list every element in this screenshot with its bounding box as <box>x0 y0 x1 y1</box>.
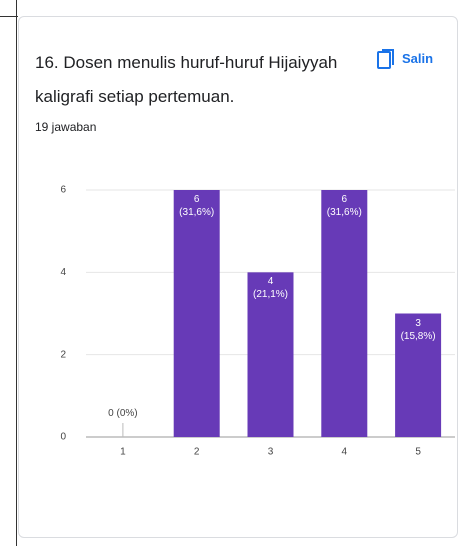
x-tick-label: 5 <box>415 447 421 458</box>
value-label: 0 (0%) <box>108 408 138 419</box>
y-tick-label: 6 <box>60 185 66 196</box>
bar <box>321 190 368 437</box>
value-label: 4 (21,1%) <box>252 276 288 301</box>
bar <box>173 190 220 437</box>
value-label: 3 (15,8%) <box>400 317 436 342</box>
border <box>16 0 17 546</box>
question-title: 16. Dosen menulis huruf-huruf Hijaiyyah … <box>35 53 338 106</box>
y-tick-label: 0 <box>60 432 66 443</box>
response-count: 19 jawaban <box>35 120 97 134</box>
copy-button[interactable]: Salin <box>372 48 452 72</box>
x-tick-label: 3 <box>268 447 274 458</box>
x-tick-label: 2 <box>194 447 200 458</box>
value-label: 6 (31,6%) <box>326 194 362 218</box>
bar <box>247 272 294 437</box>
x-tick-label: 1 <box>120 447 126 458</box>
card <box>18 16 458 538</box>
copy-icon <box>377 49 394 69</box>
copy-label: Salin <box>402 51 434 66</box>
border <box>0 16 18 17</box>
x-tick-label: 4 <box>342 447 348 458</box>
value-label: 6 (31,6%) <box>179 194 215 218</box>
y-tick-label: 2 <box>60 349 66 360</box>
y-tick-label: 4 <box>60 267 66 278</box>
bar <box>395 313 442 437</box>
